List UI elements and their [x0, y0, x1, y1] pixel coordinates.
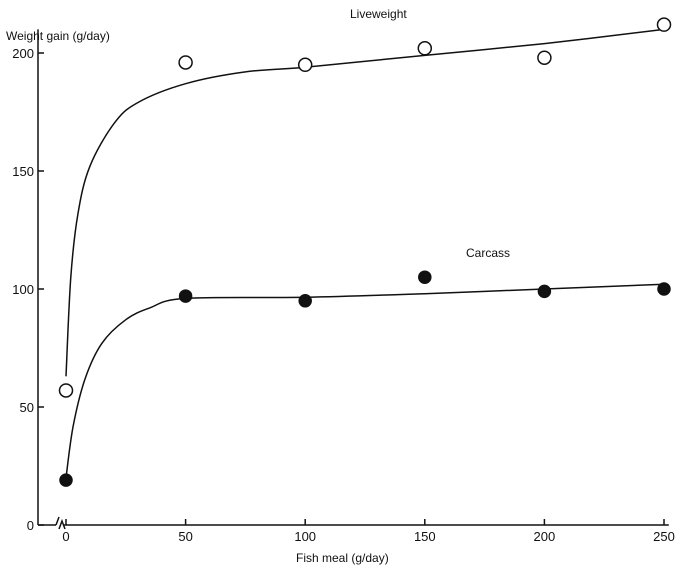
fitted-curve-carcass	[65, 283, 665, 478]
data-point-carcass	[178, 289, 193, 303]
data-point-carcass	[298, 294, 312, 308]
y-tick-label: 50	[20, 400, 34, 415]
data-point-liveweight	[656, 17, 672, 32]
series-label-liveweight: Liveweight	[350, 7, 407, 21]
series-label-carcass: Carcass	[466, 246, 510, 260]
data-point-carcass	[418, 270, 432, 284]
data-point-liveweight	[58, 383, 74, 398]
y-ticks: 0 50 100 150 200	[12, 46, 44, 533]
x-tick-label: 100	[294, 529, 316, 544]
y-tick-label: 150	[12, 164, 34, 179]
y-tick-label: 100	[12, 282, 34, 297]
data-point-carcass	[537, 284, 552, 299]
y-tick-label: 0	[27, 518, 34, 533]
data-point-carcass	[59, 473, 73, 487]
fitted-curve-liveweight	[65, 28, 665, 377]
y-axis-title: Weight gain (g/day)	[6, 29, 110, 43]
x-ticks: 0 50 100 150 200 250	[62, 519, 675, 544]
x-tick-label: 0	[62, 529, 69, 544]
x-tick-label: 200	[534, 529, 556, 544]
x-tick-label: 250	[653, 529, 675, 544]
x-tick-label: 150	[414, 529, 436, 544]
x-tick-label: 50	[178, 529, 192, 544]
data-point-liveweight	[178, 55, 193, 70]
data-point-carcass	[657, 282, 671, 296]
data-point-liveweight	[537, 50, 552, 65]
axes	[37, 29, 669, 530]
data-point-liveweight	[417, 41, 433, 56]
x-axis-title: Fish meal (g/day)	[296, 551, 389, 565]
fitted-curves	[65, 28, 665, 478]
x-axis-break-mark	[55, 516, 66, 530]
data-point-liveweight	[297, 57, 313, 73]
data-points	[58, 17, 672, 487]
y-tick-label: 200	[12, 46, 34, 61]
